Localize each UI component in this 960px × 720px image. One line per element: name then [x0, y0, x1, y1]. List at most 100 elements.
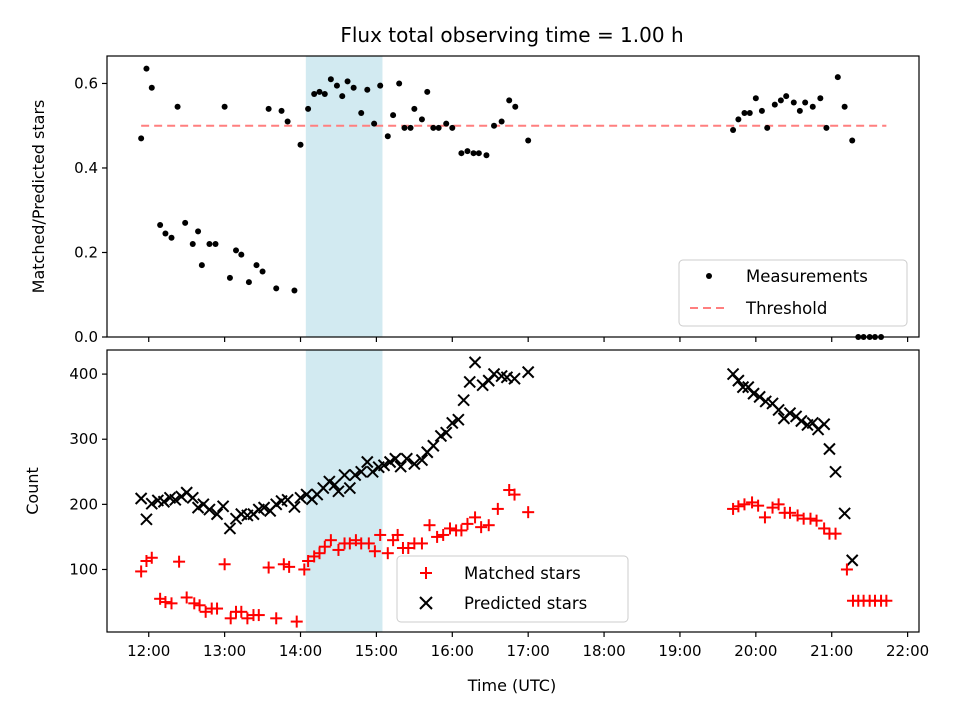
measurement-point: [841, 103, 848, 110]
y-tick-label: 400: [69, 365, 98, 383]
measurement-point: [470, 150, 477, 157]
measurement-point: [834, 74, 841, 81]
measurement-point: [321, 91, 328, 98]
predicted-star-point: [169, 493, 182, 506]
matched-star-point: [783, 506, 796, 519]
predicted-star-point: [846, 554, 859, 567]
measurement-point: [411, 105, 418, 112]
x-axis-label: Time (UTC): [467, 676, 556, 695]
legend-predicted-marker: [419, 596, 433, 610]
legend-measurements-marker: [706, 273, 712, 279]
measurement-point: [182, 219, 189, 226]
measurement-point: [291, 287, 298, 294]
matched-star-point: [469, 511, 482, 524]
measurement-point: [817, 95, 824, 102]
predicted-star-point: [732, 374, 745, 387]
predicted-star-point: [487, 367, 501, 381]
measurement-point: [384, 133, 391, 140]
x-tick-label: 13:00: [203, 642, 246, 660]
matched-star-point: [199, 605, 212, 618]
matched-star-point: [145, 551, 158, 564]
matched-stars-points: [135, 484, 893, 628]
measurement-point: [350, 84, 357, 91]
predicted-star-point: [440, 426, 453, 439]
predicted-star-point: [415, 453, 429, 467]
measurement-point: [764, 124, 771, 131]
predicted-stars-points: [134, 356, 859, 567]
matched-star-point: [402, 541, 415, 554]
matched-star-point: [829, 527, 842, 540]
observing-window-shade-top: [305, 56, 383, 337]
predicted-star-point: [134, 492, 148, 505]
measurement-point: [233, 247, 240, 254]
measurement-point: [358, 110, 365, 117]
predicted-star-point: [753, 390, 766, 404]
measurement-point: [730, 126, 737, 133]
measurement-point: [418, 116, 425, 123]
measurement-point: [525, 137, 532, 144]
predicted-star-point: [452, 413, 465, 426]
measurement-point: [735, 116, 742, 123]
matched-star-point: [302, 555, 315, 568]
chart-title: Flux total observing time = 1.00 h: [340, 23, 683, 47]
measurement-point: [758, 107, 765, 114]
predicted-star-point: [145, 497, 158, 510]
matched-star-point: [180, 591, 193, 604]
x-tick-label: 17:00: [507, 642, 550, 660]
predicted-star-point: [463, 375, 476, 389]
matched-star-point: [173, 555, 186, 568]
measurement-point: [741, 110, 748, 117]
ratio-axes-frame: [106, 55, 920, 338]
measurement-point: [449, 124, 456, 131]
predicted-star-point: [394, 460, 407, 473]
count-legend-box: [396, 555, 629, 623]
predicted-star-point: [288, 500, 301, 514]
measurement-point: [195, 228, 202, 235]
predicted-star-point: [759, 395, 772, 408]
count-y-axis-ticks: 100 200 300 400: [69, 365, 107, 578]
count-y-axis-label: Count: [23, 467, 42, 515]
predicted-star-point: [400, 452, 413, 465]
predicted-star-point: [140, 513, 153, 526]
count-x-axis-ticks: 12:00 13:00 14:00 15:00 16:00 17:00 18:00 19:00…: [127, 632, 929, 660]
measurement-point: [396, 80, 403, 87]
y-tick-label: 300: [69, 430, 98, 448]
measurement-point: [273, 285, 280, 292]
x-tick-label: 12:00: [127, 642, 170, 660]
ratio-legend-box: [678, 259, 908, 327]
predicted-star-point: [408, 457, 421, 471]
predicted-star-point: [476, 378, 489, 392]
measurement-point: [371, 120, 378, 127]
count-axes-frame: [106, 349, 920, 633]
predicted-star-point: [216, 500, 230, 513]
y-tick-label: 0.6: [74, 74, 98, 92]
predicted-star-point: [508, 372, 521, 385]
measurement-point: [278, 107, 285, 114]
predicted-star-point: [427, 439, 440, 452]
predicted-star-point: [838, 507, 851, 520]
measurement-point: [401, 124, 408, 131]
y-tick-label: 100: [69, 560, 98, 578]
matched-star-point: [165, 597, 178, 610]
measurement-point: [245, 279, 252, 286]
measurement-point: [364, 86, 371, 93]
measurement-point: [284, 118, 291, 125]
measurement-point: [226, 274, 233, 281]
measurement-point: [464, 148, 471, 155]
predicted-star-point: [795, 414, 808, 428]
matched-star-point: [283, 560, 296, 573]
matched-star-point: [880, 594, 893, 607]
matched-star-point: [252, 609, 265, 622]
matched-star-point: [241, 612, 254, 625]
x-tick-label: 18:00: [582, 642, 625, 660]
measurements-points: [138, 65, 885, 340]
matched-star-point: [461, 517, 474, 530]
matched-star-point: [362, 537, 375, 550]
x-tick-label: 21:00: [810, 642, 853, 660]
measurement-point: [506, 97, 513, 104]
measurement-point: [752, 95, 759, 102]
matched-star-point: [491, 502, 504, 515]
measurement-point: [407, 124, 414, 131]
measurement-point: [253, 262, 260, 269]
predicted-star-point: [186, 491, 199, 505]
